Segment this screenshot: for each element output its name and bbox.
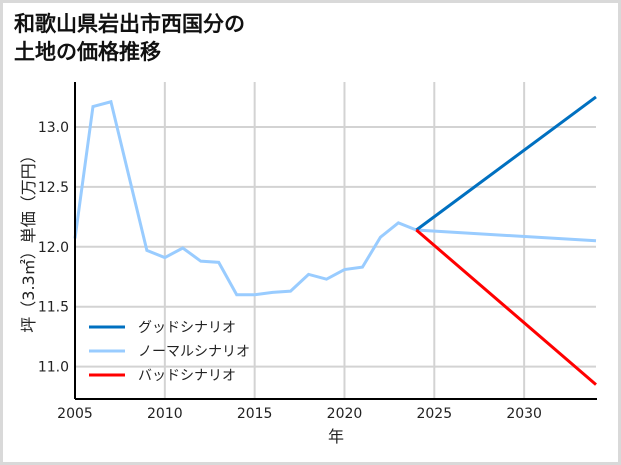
y-tick-label: 12.5 [38, 180, 69, 196]
chart-title-line-2: 土地の価格推移 [14, 40, 161, 64]
series-line-1 [73, 99, 597, 297]
y-tick-label: 13.0 [38, 120, 69, 136]
y-tick-label: 12.0 [38, 240, 69, 256]
y-axis-label: 坪（3.3㎡）単価（万円） [19, 147, 38, 332]
series-lines [73, 95, 597, 386]
x-tick-label: 2005 [57, 406, 93, 422]
series-line-2 [415, 228, 597, 386]
x-axis-label: 年 [328, 427, 344, 446]
y-tick-label: 11.5 [38, 300, 69, 316]
x-tick-label: 2030 [506, 406, 542, 422]
x-tick-labels: 2005 2010 2015 2020 2025 2030 [57, 406, 542, 422]
x-tick-label: 2025 [416, 406, 452, 422]
series-line-0 [415, 95, 597, 232]
chart-title: 和歌山県岩出市西国分の 土地の価格推移 [14, 10, 245, 66]
legend-label: バッドシナリオ [138, 368, 236, 384]
legend-label: ノーマルシナリオ [138, 344, 250, 360]
legend-label: グッドシナリオ [138, 320, 236, 336]
chart-title-line-1: 和歌山県岩出市西国分の [14, 12, 245, 36]
axes [74, 82, 597, 400]
x-tick-label: 2015 [237, 406, 273, 422]
x-tick-label: 2020 [327, 406, 363, 422]
y-tick-labels: 11.0 11.5 12.0 12.5 13.0 [38, 120, 69, 376]
x-tick-label: 2010 [147, 406, 183, 422]
y-tick-label: 11.0 [38, 360, 69, 376]
